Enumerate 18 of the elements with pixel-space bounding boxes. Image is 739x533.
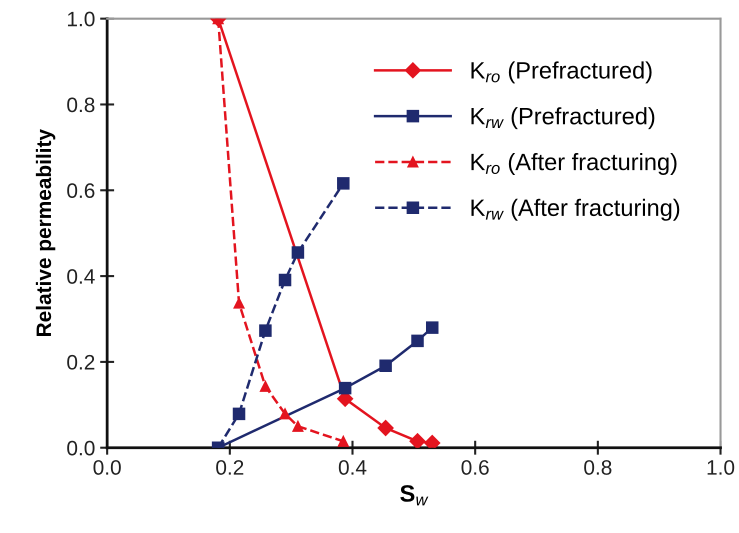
x-tick-label: 1.0 xyxy=(708,460,734,475)
y-tick-label: 0.2 xyxy=(67,354,94,370)
x-tick-label: 0.4 xyxy=(338,460,366,475)
x-tick-label: 0.0 xyxy=(93,460,121,475)
y-tick-label: 0.6 xyxy=(67,183,94,198)
legend-label: K$_{rw}$ (Prefractured) xyxy=(471,107,654,130)
y-tick-label: 1.0 xyxy=(68,12,95,26)
legend-label: K$_{ro}$ (Prefractured) xyxy=(471,61,652,84)
legend-label: K$_{ro}$ (After fracturing) xyxy=(471,152,677,175)
x-tick-label: 0.6 xyxy=(462,460,489,475)
x-axis-title: S$_{w}$ xyxy=(400,485,428,506)
x-tick-label: 0.8 xyxy=(584,460,612,475)
x-tick-label: 0.2 xyxy=(216,460,244,475)
legend-label: K$_{rw}$ (After fracturing) xyxy=(471,198,680,221)
y-axis-title: Relative permeability xyxy=(36,129,56,336)
y-tick-label: 0.8 xyxy=(67,97,94,112)
y-tick-label: 0.4 xyxy=(67,269,95,284)
y-tick-label: 0.0 xyxy=(67,440,95,456)
